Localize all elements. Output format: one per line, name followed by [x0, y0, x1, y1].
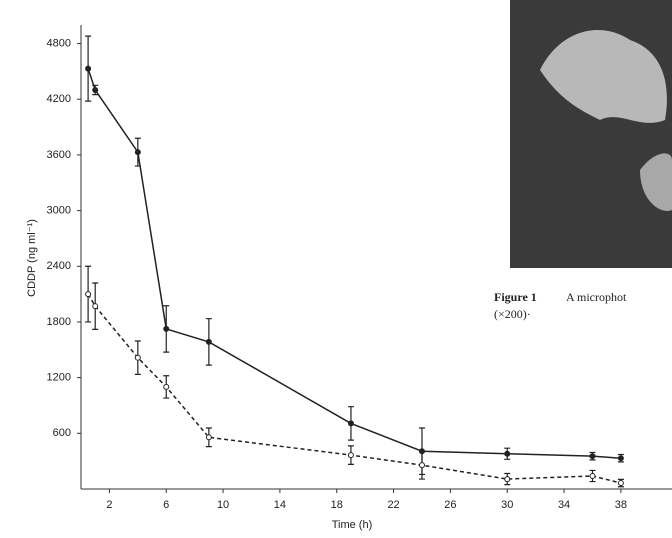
y-tick-label: 1200 — [47, 372, 71, 384]
x-tick-label: 2 — [106, 499, 112, 511]
series-line — [87, 293, 622, 484]
data-point — [163, 383, 170, 390]
y-tick-label: 4200 — [47, 93, 71, 105]
data-point — [205, 434, 212, 441]
data-point — [504, 450, 511, 457]
y-tick-label: 3000 — [47, 205, 71, 217]
data-point — [617, 455, 624, 462]
data-point — [504, 476, 511, 483]
data-point — [92, 303, 99, 310]
data-point — [589, 453, 596, 460]
data-point — [205, 338, 212, 345]
x-tick-label: 22 — [387, 499, 399, 511]
x-tick-label: 18 — [331, 499, 343, 511]
x-tick-label: 26 — [444, 499, 456, 511]
x-tick-label: 6 — [163, 499, 169, 511]
data-point — [134, 354, 141, 361]
x-tick-label: 38 — [615, 499, 627, 511]
y-tick-label: 600 — [53, 427, 71, 439]
cell-shape — [640, 153, 672, 211]
figure-caption: A microphot — [566, 290, 627, 304]
data-point — [347, 452, 354, 459]
x-tick-label: 10 — [217, 499, 229, 511]
data-point — [418, 462, 425, 469]
x-tick-label: 30 — [501, 499, 513, 511]
y-tick-label: 4800 — [47, 37, 71, 49]
data-point — [347, 420, 354, 427]
y-tick-label: 3600 — [47, 149, 71, 161]
data-point — [163, 325, 170, 332]
x-tick-label: 14 — [274, 499, 286, 511]
cell-shape — [540, 30, 667, 123]
figure-scale: (×200)· — [494, 307, 531, 321]
y-axis-label: CDDP (ng ml⁻¹) — [26, 219, 38, 297]
data-point — [589, 473, 596, 480]
y-tick-label: 2400 — [47, 260, 71, 272]
y-tick-label: 1800 — [47, 316, 71, 328]
x-tick-label: 34 — [558, 499, 570, 511]
data-point — [85, 65, 92, 72]
data-point — [134, 149, 141, 156]
data-point — [85, 291, 92, 298]
figure-label: Figure 1 — [494, 290, 537, 304]
x-axis-label: Time (h) — [332, 519, 373, 531]
data-point — [92, 86, 99, 93]
data-point — [617, 480, 624, 487]
series-line — [87, 68, 621, 459]
